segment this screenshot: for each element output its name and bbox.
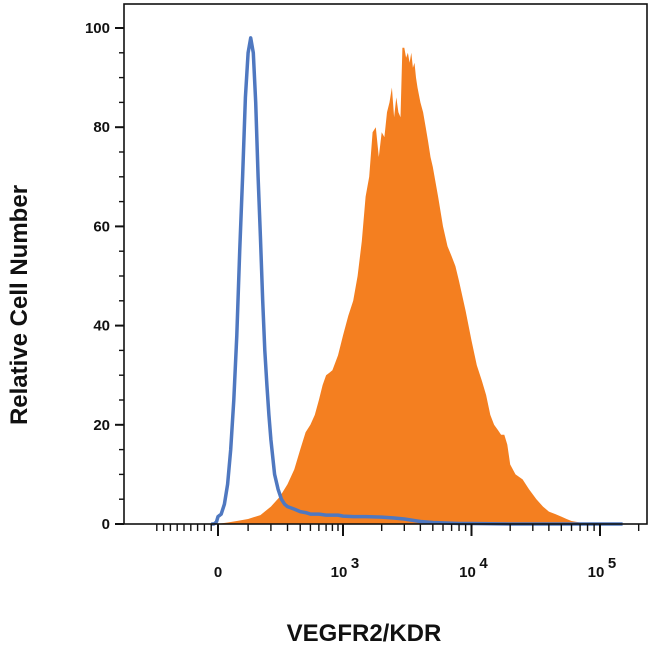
x-tick-exponent-1: 3 (351, 555, 359, 572)
x-tick-label-0: 0 (214, 564, 222, 581)
y-axis: 0 20 40 60 80 100 (85, 20, 124, 533)
y-tick-label-0: 0 (102, 516, 110, 533)
x-tick-label-1: 10 (331, 564, 348, 581)
plot-border (123, 3, 648, 525)
y-tick-label-80: 80 (93, 119, 110, 136)
plot-frame (123, 3, 648, 525)
series-layer (211, 36, 623, 526)
series-2-line (211, 36, 623, 526)
x-tick-label-3: 10 (588, 564, 605, 581)
y-axis-title: Relative Cell Number (6, 185, 33, 425)
x-tick-exponent-2: 4 (479, 555, 488, 572)
y-tick-label-20: 20 (93, 417, 110, 434)
x-tick-exponent-3: 5 (608, 555, 616, 572)
x-axis-title: VEGFR2/KDR (287, 620, 442, 647)
y-tick-label-40: 40 (93, 318, 110, 335)
x-tick-label-2: 10 (459, 564, 476, 581)
series-1-area (216, 47, 623, 525)
y-tick-label-100: 100 (85, 20, 110, 37)
y-tick-label-60: 60 (93, 218, 110, 235)
